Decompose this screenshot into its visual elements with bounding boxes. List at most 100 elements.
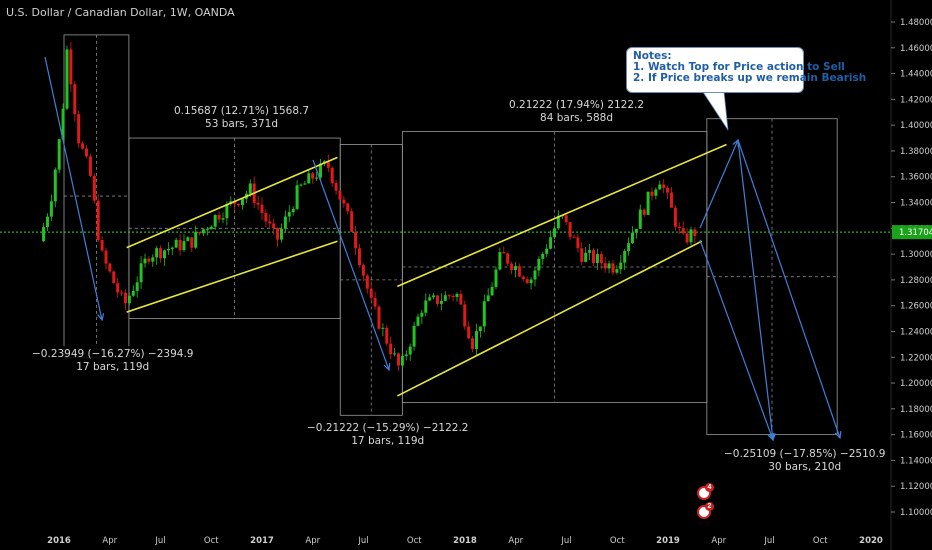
candle-up — [416, 316, 420, 326]
x-tick-label: Apr — [305, 536, 320, 546]
arrow-drop-2017-head — [383, 362, 391, 372]
candle-down — [369, 288, 373, 298]
candle-up — [49, 201, 53, 217]
badge-count: 2 — [705, 502, 714, 511]
candle-up — [588, 250, 592, 253]
arrow-down-projection-b-head — [767, 432, 775, 442]
candle-down — [685, 233, 689, 243]
candle-down — [502, 252, 506, 254]
candle-down — [666, 187, 670, 193]
x-tick-label: 2016 — [47, 536, 71, 546]
candle-down — [92, 175, 96, 201]
candle-up — [424, 300, 428, 313]
x-tick-label: Oct — [407, 536, 422, 546]
measure-bars: 17 bars, 119d — [76, 361, 150, 373]
candle-down — [178, 239, 182, 251]
y-tick-label: 1.40000 — [900, 121, 932, 131]
candle-down — [73, 84, 77, 115]
candle-down — [69, 49, 73, 85]
candle-up — [194, 232, 198, 248]
measure-label-rise-2: 0.21222 (17.94%) 2122.2 84 bars, 588d — [505, 97, 649, 127]
measure-label-rise-1: 0.15687 (12.71%) 1568.7 53 bars, 371d — [170, 103, 314, 133]
candle-up — [498, 252, 502, 270]
candle-up — [381, 327, 385, 329]
candle-up — [474, 331, 478, 349]
y-tick-label: 1.26000 — [900, 302, 932, 312]
candle-up — [607, 263, 611, 269]
candle-up — [205, 229, 209, 231]
candle-up — [689, 229, 693, 243]
x-tick-label: Oct — [204, 536, 219, 546]
candle-up — [658, 184, 662, 190]
candle-up — [283, 216, 287, 229]
candle-down — [693, 229, 697, 237]
candle-down — [104, 250, 108, 264]
candle-down — [389, 343, 393, 355]
y-tick-label: 1.14000 — [900, 456, 932, 466]
candle-down — [272, 223, 276, 229]
candle-down — [611, 263, 615, 273]
candle-down — [580, 248, 584, 262]
candle-down — [123, 292, 127, 304]
candle-down — [510, 263, 514, 271]
candle-up — [630, 232, 634, 244]
candle-down — [599, 254, 603, 264]
candle-up — [408, 346, 412, 355]
candle-down — [330, 167, 334, 184]
channel-line — [126, 240, 338, 313]
measure-value: −0.25109 (−17.85%) −2510.9 — [724, 448, 886, 460]
x-tick-label: 2018 — [453, 536, 477, 546]
candle-up — [213, 215, 217, 227]
candle-up — [303, 183, 307, 185]
y-tick-label: 1.12000 — [900, 482, 932, 492]
candle-up — [174, 239, 178, 248]
candle-up — [552, 228, 556, 238]
y-tick-label: 1.34000 — [900, 199, 932, 209]
candle-down — [357, 248, 361, 266]
idea-badge-1[interactable]: 4 — [697, 483, 714, 500]
candle-down — [451, 296, 455, 298]
notes-callout[interactable]: Notes: 1. Watch Top for Price action to … — [626, 47, 866, 93]
candle-down — [572, 236, 576, 238]
candle-up — [584, 252, 588, 262]
measure-value: −0.21222 (−15.29%) −2122.2 — [307, 422, 469, 434]
candle-down — [338, 190, 342, 200]
candle-up — [529, 279, 533, 284]
y-tick-label: 1.10000 — [900, 508, 932, 518]
candle-up — [404, 354, 408, 357]
candle-up — [170, 247, 174, 249]
idea-badge-2[interactable]: 2 — [697, 502, 714, 519]
candle-up — [131, 290, 135, 296]
candle-down — [361, 265, 365, 276]
candle-up — [482, 301, 486, 327]
candle-up — [240, 198, 244, 206]
arrow-drop-2016-head — [97, 313, 105, 322]
candle-down — [342, 199, 346, 204]
arrow-up-projection — [699, 139, 739, 229]
candle-up — [615, 269, 619, 273]
candle-up — [545, 248, 549, 254]
candle-down — [147, 258, 151, 262]
arrow-drop-2017 — [312, 159, 390, 371]
candle-up — [490, 286, 494, 296]
candle-up — [634, 228, 638, 233]
candle-up — [549, 237, 553, 249]
measure-label-drop-3: −0.25109 (−17.85%) −2510.9 30 bars, 210d — [720, 446, 890, 476]
candle-down — [96, 200, 100, 240]
y-tick-label: 1.30000 — [900, 250, 932, 260]
candle-up — [455, 293, 459, 297]
candle-up — [443, 295, 447, 301]
candle-down — [447, 295, 451, 297]
candle-up — [412, 325, 416, 347]
candle-down — [673, 207, 677, 227]
candle-up — [201, 229, 205, 234]
x-tick-label: Jul — [560, 536, 571, 546]
y-tick-label: 1.38000 — [900, 147, 932, 157]
y-tick-label: 1.24000 — [900, 327, 932, 337]
y-tick-label: 1.42000 — [900, 95, 932, 105]
candle-down — [471, 338, 475, 349]
notes-line-1: 1. Watch Top for Price action to Sell — [633, 61, 845, 73]
candle-down — [650, 191, 654, 196]
candle-down — [521, 276, 525, 280]
